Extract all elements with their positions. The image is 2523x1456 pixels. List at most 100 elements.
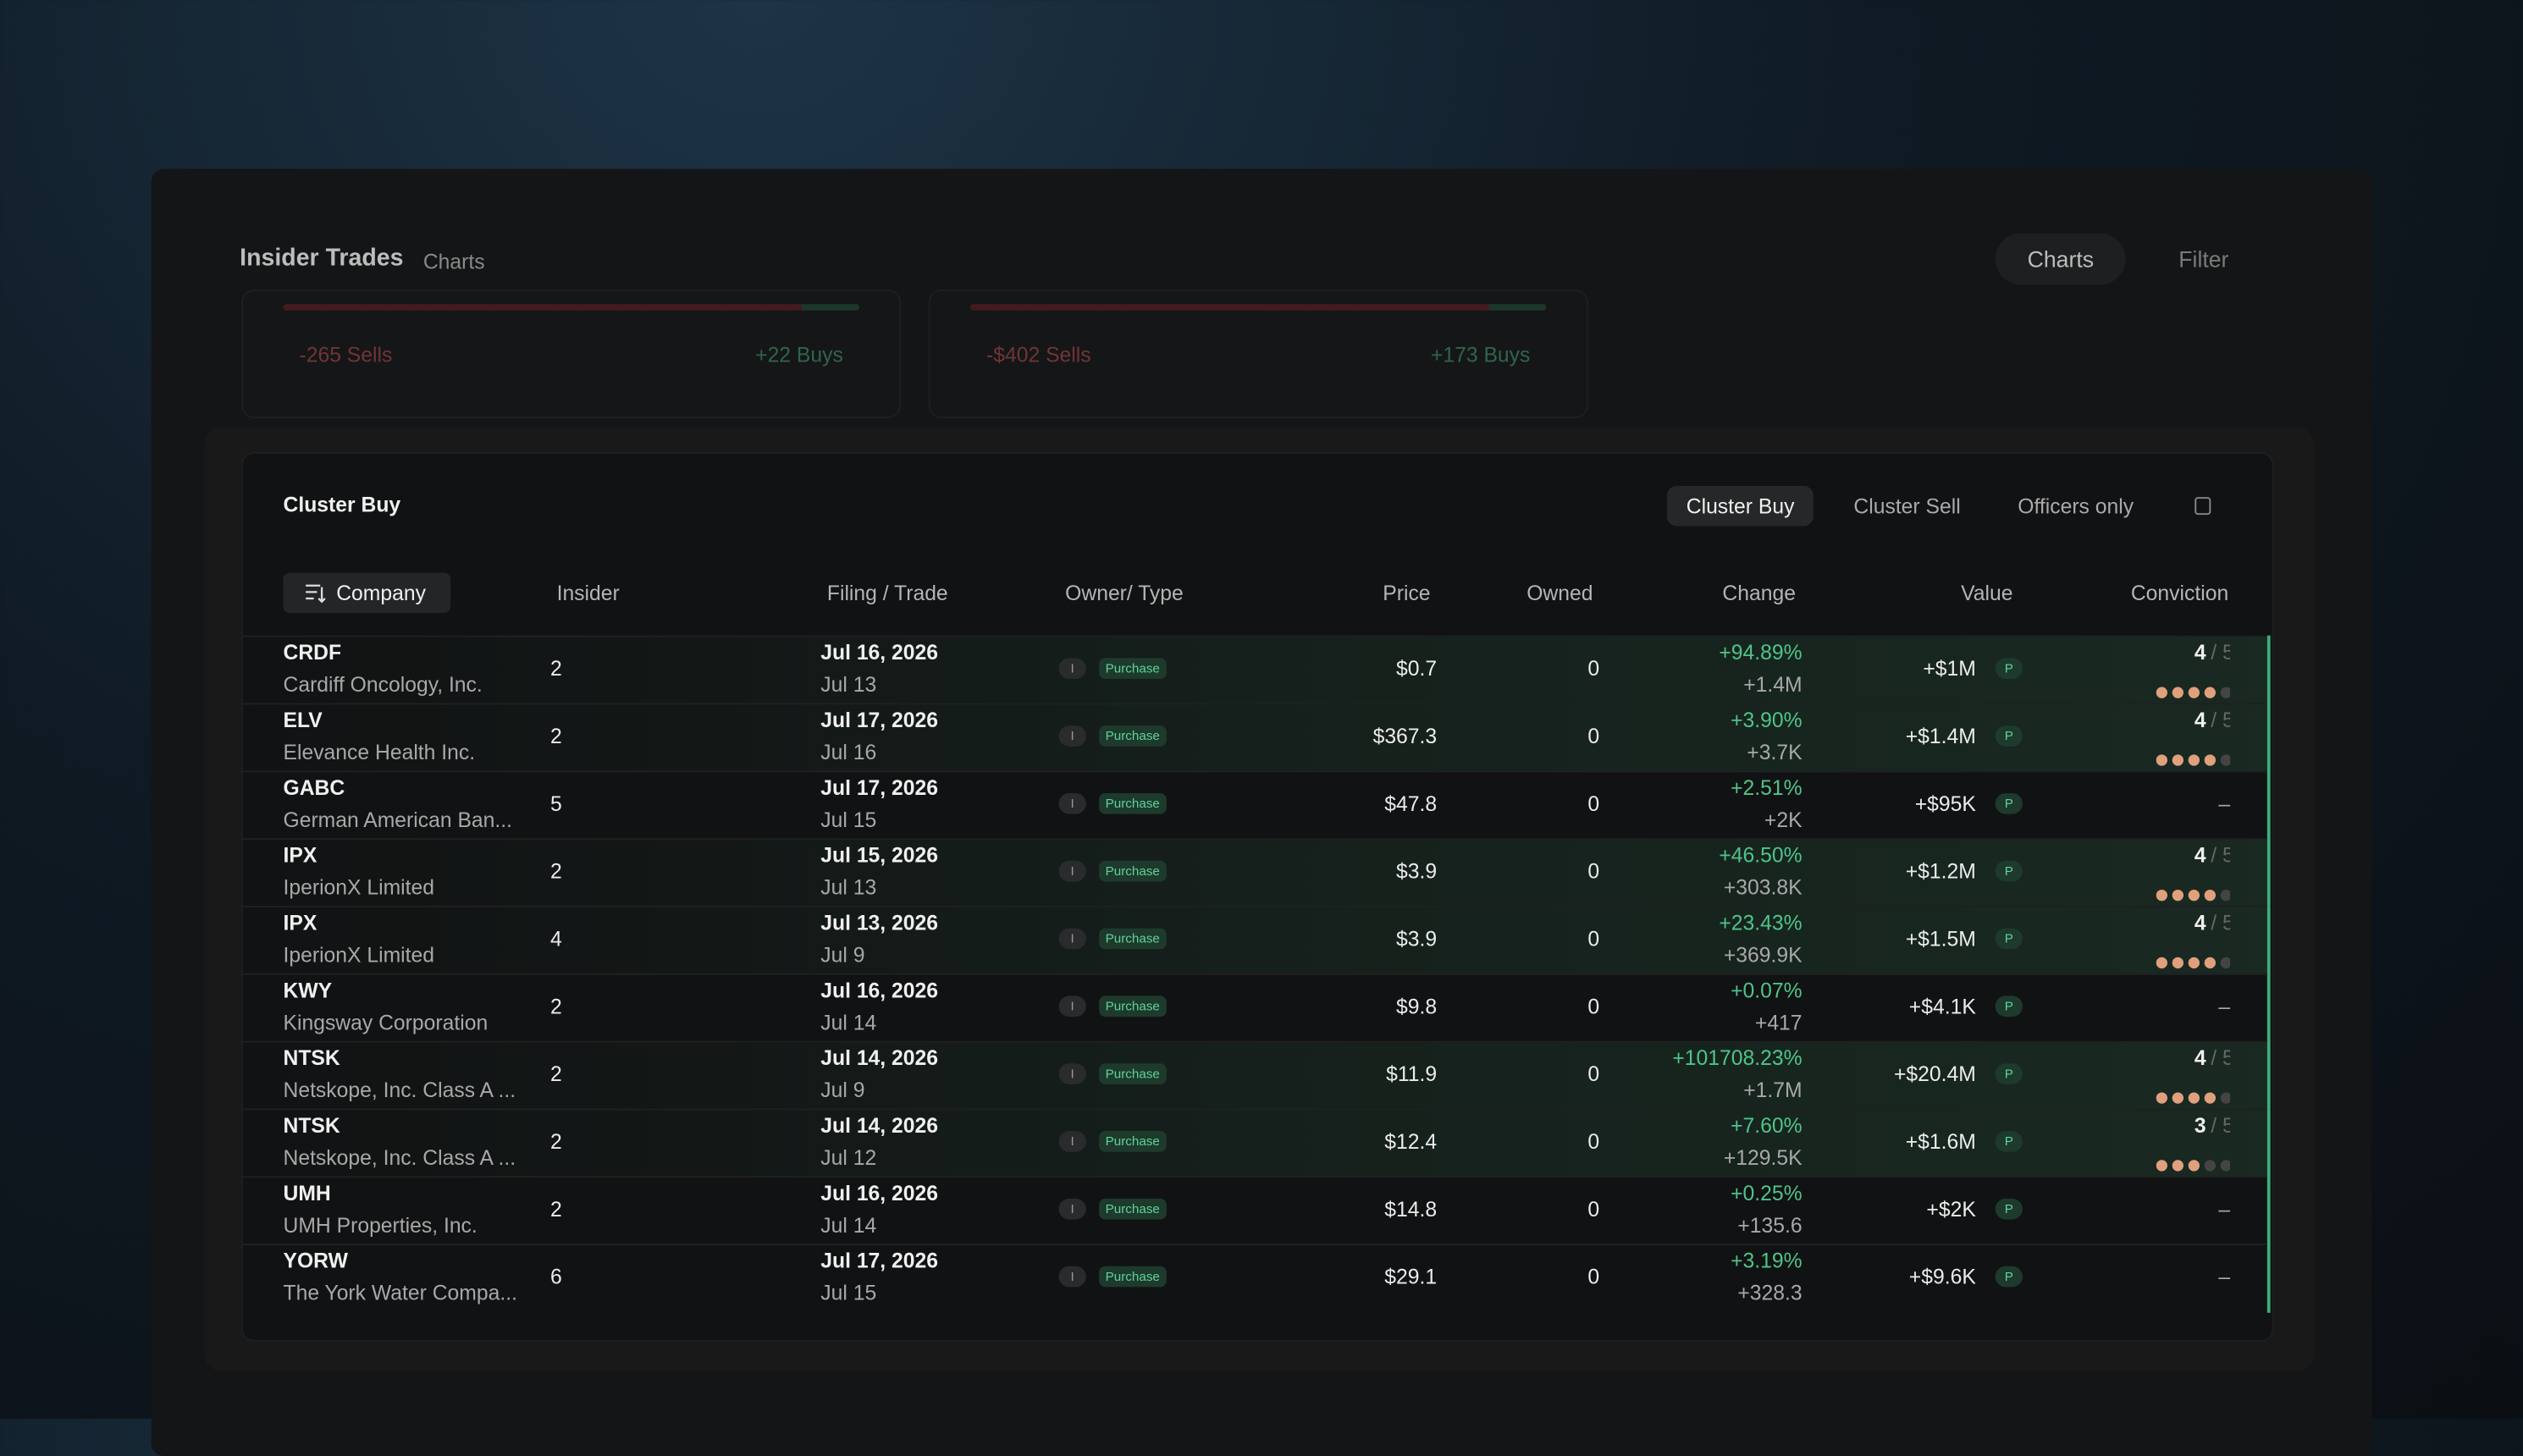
tab[interactable]: Cluster Buy bbox=[1666, 485, 1814, 527]
table-row bbox=[241, 1176, 2267, 1245]
table-row bbox=[241, 905, 2267, 975]
conviction-dot bbox=[2156, 687, 2167, 698]
filing-date: Jul 16, 2026 bbox=[820, 640, 938, 665]
conviction-dot bbox=[2172, 957, 2183, 969]
table-row bbox=[241, 1108, 2267, 1178]
conviction-dot bbox=[2220, 1160, 2231, 1172]
conviction-dot bbox=[2204, 1092, 2217, 1104]
filing-date: Jul 15, 2026 bbox=[820, 842, 938, 868]
company-name: Cardiff Oncology, Inc. bbox=[283, 672, 483, 697]
change-pct: +46.50% bbox=[1719, 842, 1803, 868]
ticker: NTSK bbox=[283, 1045, 340, 1070]
conviction-dots bbox=[2156, 745, 2231, 774]
value: +$95K bbox=[1914, 791, 1976, 816]
conviction-dot bbox=[2188, 1092, 2200, 1104]
value-badge: P bbox=[1995, 1266, 2023, 1288]
value-badge: P bbox=[1995, 658, 2023, 680]
conviction-dot bbox=[2220, 754, 2231, 766]
price: $47.8 bbox=[1384, 791, 1438, 816]
panel-title: Cluster Buy bbox=[283, 492, 401, 517]
trade-date: Jul 14 bbox=[820, 1212, 877, 1238]
value-badge: P bbox=[1995, 928, 2023, 950]
filing-date: Jul 14, 2026 bbox=[820, 1045, 938, 1070]
conviction-dots bbox=[2156, 677, 2231, 706]
value-badge: P bbox=[1995, 1063, 2023, 1084]
trade-date: Jul 13 bbox=[820, 672, 877, 697]
charts-button[interactable]: Charts bbox=[1995, 233, 2127, 285]
type-badge: Purchase bbox=[1099, 995, 1167, 1018]
table-row bbox=[241, 770, 2267, 840]
filing-date: Jul 16, 2026 bbox=[820, 1180, 938, 1205]
conviction-dots bbox=[2156, 947, 2231, 976]
value: +$1M bbox=[1923, 656, 1976, 681]
value-badge: P bbox=[1995, 1131, 2023, 1152]
summary-bar bbox=[970, 304, 1547, 311]
column-header-owned: Owned bbox=[1526, 581, 1593, 605]
change-amount: +369.9K bbox=[1723, 942, 1803, 968]
conviction-dot bbox=[2156, 1160, 2167, 1172]
sort-button[interactable] bbox=[283, 572, 451, 614]
change-amount: +2K bbox=[1764, 808, 1803, 832]
conviction-empty: – bbox=[2218, 791, 2231, 816]
type-badge: Purchase bbox=[1099, 1198, 1167, 1220]
filing-date: Jul 17, 2026 bbox=[820, 1248, 938, 1273]
trade-date: Jul 14 bbox=[820, 1010, 877, 1035]
columns-icon[interactable] bbox=[2195, 497, 2211, 516]
insider-count: 4 bbox=[549, 926, 562, 951]
owned: 0 bbox=[1587, 1264, 1600, 1289]
type-badge: Purchase bbox=[1099, 792, 1167, 814]
conviction-empty: – bbox=[2218, 1264, 2231, 1289]
change-pct: +23.43% bbox=[1719, 910, 1803, 935]
conviction-dot bbox=[2204, 754, 2217, 766]
change-amount: +129.5K bbox=[1723, 1145, 1803, 1170]
type-badge: Purchase bbox=[1099, 1266, 1167, 1288]
conviction-score: 4 bbox=[2194, 708, 2206, 732]
tab[interactable]: Officers only bbox=[2018, 494, 2134, 518]
scroll-accent bbox=[2266, 635, 2271, 1313]
owned: 0 bbox=[1587, 1129, 1600, 1154]
change-pct: +2.51% bbox=[1731, 775, 1803, 800]
insider-count: 2 bbox=[549, 994, 562, 1019]
conviction-score: 3 bbox=[2194, 1113, 2206, 1138]
change-pct: +0.07% bbox=[1731, 978, 1803, 1003]
sort-icon bbox=[306, 584, 326, 604]
owner-badge: I bbox=[1058, 658, 1086, 680]
value-badge: P bbox=[1995, 792, 2023, 814]
owned: 0 bbox=[1587, 656, 1600, 681]
conviction-dot bbox=[2156, 1092, 2167, 1104]
ticker: KWY bbox=[283, 978, 333, 1003]
company-name: IperionX Limited bbox=[283, 942, 435, 968]
filter-button[interactable]: Filter bbox=[2178, 245, 2229, 273]
table-row bbox=[241, 1244, 2267, 1313]
summary-card: -$402 Sells +173 Buys bbox=[928, 290, 1588, 419]
trade-date: Jul 15 bbox=[820, 1280, 877, 1305]
conviction-score: 4 bbox=[2194, 640, 2206, 665]
trade-date: Jul 9 bbox=[820, 1078, 865, 1102]
conviction-max: / 5 bbox=[2211, 910, 2230, 935]
change-amount: +303.8K bbox=[1723, 874, 1803, 900]
owner-badge: I bbox=[1058, 725, 1086, 747]
change-amount: +1.4M bbox=[1743, 672, 1803, 697]
conviction-dot bbox=[2172, 687, 2183, 698]
value-badge: P bbox=[1995, 860, 2023, 882]
owner-badge: I bbox=[1058, 1063, 1086, 1084]
owner-badge: I bbox=[1058, 792, 1086, 814]
conviction-dot bbox=[2156, 754, 2167, 766]
change-amount: +328.3 bbox=[1737, 1280, 1803, 1305]
conviction-dot bbox=[2188, 754, 2200, 766]
type-badge: Purchase bbox=[1099, 725, 1167, 747]
column-header-conviction: Conviction bbox=[2130, 581, 2229, 605]
tab[interactable]: Cluster Sell bbox=[1853, 494, 1961, 518]
insider-count: 5 bbox=[549, 791, 562, 816]
type-badge: Purchase bbox=[1099, 928, 1167, 950]
conviction-dot bbox=[2156, 889, 2167, 902]
conviction-dot bbox=[2172, 754, 2183, 766]
column-header-change: Change bbox=[1722, 581, 1796, 605]
conviction-dot bbox=[2188, 1160, 2200, 1172]
value: +$1.6M bbox=[1905, 1129, 1976, 1154]
value-badge: P bbox=[1995, 1198, 2023, 1220]
insider-count: 2 bbox=[549, 858, 562, 884]
table-row bbox=[241, 1040, 2267, 1111]
change-amount: +3.7K bbox=[1747, 740, 1803, 764]
